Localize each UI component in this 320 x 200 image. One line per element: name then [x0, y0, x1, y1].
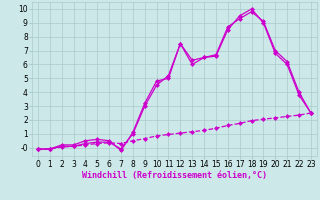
X-axis label: Windchill (Refroidissement éolien,°C): Windchill (Refroidissement éolien,°C) — [82, 171, 267, 180]
